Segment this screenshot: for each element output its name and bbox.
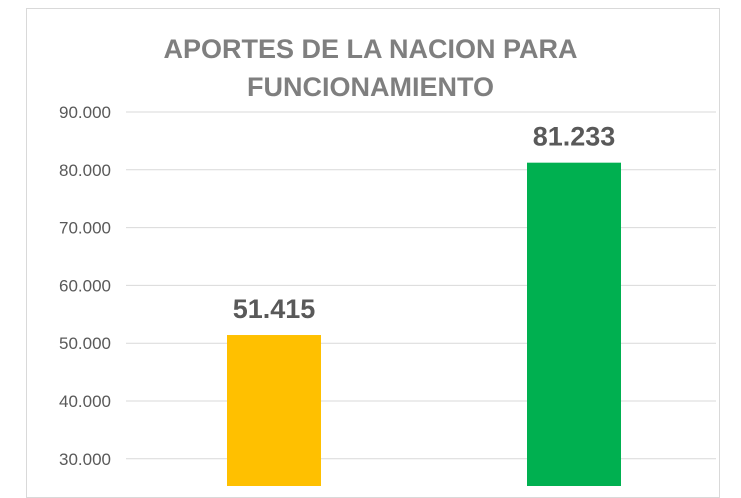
bar [227, 335, 321, 486]
y-tick-label: 30.000 [59, 450, 111, 469]
chart-title: APORTES DE LA NACION PARA FUNCIONAMIENTO [0, 30, 741, 106]
chart-title-line-1: APORTES DE LA NACION PARA [163, 34, 578, 64]
data-label: 51.415 [233, 294, 316, 324]
y-tick-label: 50.000 [59, 334, 111, 353]
bar-chart: 30.000 40.000 50.000 60.000 70.000 80.000 90.0… [59, 103, 716, 486]
bar [527, 162, 621, 486]
y-tick-label: 70.000 [59, 219, 111, 238]
y-tick-label: 80.000 [59, 161, 111, 180]
y-tick-label: 90.000 [59, 103, 111, 122]
y-tick-label: 40.000 [59, 392, 111, 411]
data-label: 81.233 [533, 122, 616, 152]
y-tick-label: 60.000 [59, 276, 111, 295]
chart-title-line-2: FUNCIONAMIENTO [247, 72, 494, 102]
